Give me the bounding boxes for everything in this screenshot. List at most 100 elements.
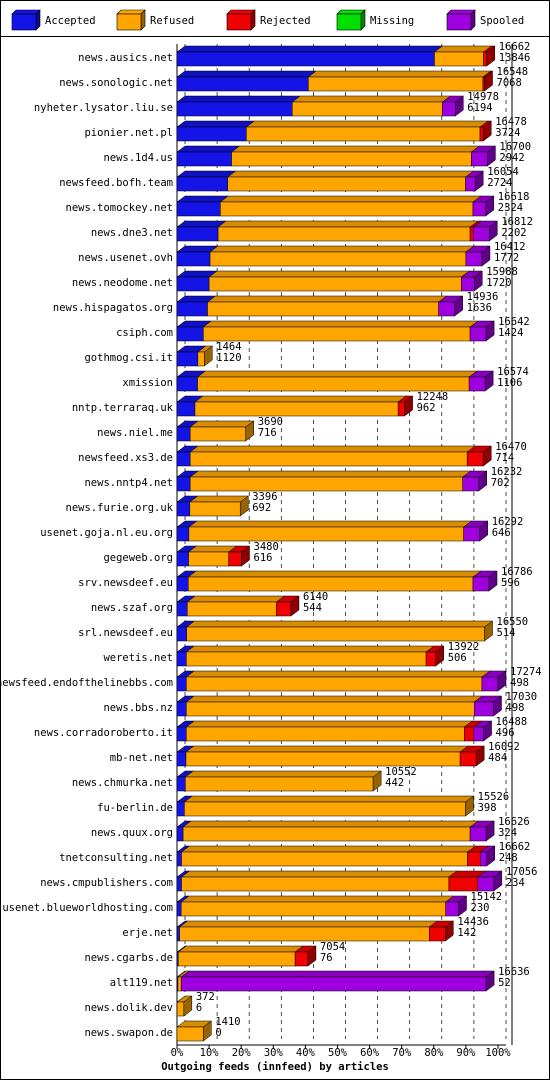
bar-side [465, 795, 474, 817]
offered-label: 16812 [501, 216, 533, 228]
bar-side [307, 945, 317, 967]
bar-top [307, 70, 492, 78]
x-tick-label: 10% [200, 1047, 220, 1059]
bar-top [185, 645, 435, 653]
bar-top [178, 920, 439, 928]
bar-side [478, 470, 487, 492]
bar-segment [176, 726, 187, 742]
offered-label: 16550 [497, 616, 529, 628]
bar-top [194, 395, 407, 403]
accepted-label: 442 [385, 777, 404, 789]
bar-top [189, 495, 249, 503]
bar-segment [465, 251, 483, 267]
y-tick-label: alt119.net [110, 977, 173, 989]
bar-top [176, 170, 237, 178]
y-tick-label: newsfeed.endofthelinebbs.com [0, 677, 173, 689]
accepted-label: 7068 [497, 77, 522, 89]
bar-side [483, 720, 492, 742]
bar-segment [459, 751, 477, 767]
bar-segment [189, 426, 246, 442]
accepted-label: 646 [492, 527, 511, 539]
bar-segment [208, 276, 462, 292]
bar-side [245, 420, 254, 442]
bar-segment [429, 926, 446, 942]
bar-segment [276, 601, 292, 617]
bar-top [226, 170, 475, 178]
bar-segment [176, 601, 188, 617]
bar-segment [180, 901, 446, 917]
bar-segment [184, 801, 466, 817]
y-tick-label: news.szaf.org [91, 602, 173, 614]
bar-side [239, 495, 249, 517]
offered-label: 16488 [496, 716, 528, 728]
accepted-label: 702 [491, 477, 510, 489]
bar-segment [186, 626, 485, 642]
offered-label: 16470 [495, 441, 527, 453]
bar-top [180, 895, 455, 903]
bar-segment [294, 951, 309, 967]
bar-segment [209, 251, 467, 267]
legend-swatch [336, 13, 362, 31]
y-tick-label: fu-berlin.de [97, 802, 173, 814]
y-tick-label: news.neodome.net [72, 277, 173, 289]
bar-top [196, 370, 478, 378]
x-tick-label: 100% [485, 1047, 511, 1059]
legend-label: Rejected [260, 15, 311, 27]
y-tick-label: news.swapon.de [84, 1027, 173, 1039]
bar-side [435, 645, 444, 667]
bar-top [176, 145, 241, 153]
offered-label: 16054 [487, 166, 519, 178]
bar-side [290, 595, 300, 617]
accepted-label: 1106 [497, 377, 522, 389]
bar-segment [186, 701, 475, 717]
bar-top [177, 945, 304, 953]
bar-top [180, 845, 477, 853]
bar-side [454, 295, 463, 317]
bar-side [475, 745, 485, 767]
bar-segment [176, 751, 187, 767]
x-tick-label: 40% [296, 1047, 316, 1059]
bar-segment [188, 551, 229, 567]
bar-side [474, 170, 484, 192]
legend-swatch [226, 13, 252, 31]
legend-swatch-side [360, 9, 366, 31]
bar-segment [186, 651, 427, 667]
offered-label: 16636 [498, 966, 530, 978]
bar-top [185, 620, 494, 628]
bar-segment [477, 876, 495, 892]
x-tick-label: 70% [392, 1047, 412, 1059]
legend-swatch-top [116, 9, 146, 15]
bar-segment [176, 526, 190, 542]
accepted-label: 616 [254, 552, 273, 564]
bar-segment [176, 651, 187, 667]
legend-swatch-top [226, 9, 256, 15]
bar-side [204, 345, 213, 367]
bar-segment [469, 826, 487, 842]
bar-segment [438, 301, 455, 317]
y-tick-label: usenet.goja.nl.eu.org [40, 527, 173, 539]
bar-segment [176, 326, 204, 342]
bar-segment [473, 726, 484, 742]
offered-label: 1410 [215, 1016, 240, 1028]
y-tick-label: news.quux.org [91, 827, 173, 839]
y-tick-label: news.chmurka.net [72, 777, 173, 789]
accepted-label: 506 [448, 652, 467, 664]
y-tick-label: news.cmpublishers.com [40, 877, 173, 889]
bar-segment [176, 176, 228, 192]
bar-segment [481, 676, 499, 692]
accepted-label: 6194 [467, 102, 492, 114]
bar-segment [186, 676, 483, 692]
bar-segment [176, 276, 210, 292]
y-tick-label: news.hispagatos.org [53, 302, 173, 314]
bar-segment [468, 376, 486, 392]
offered-label: 13922 [448, 641, 480, 653]
y-tick-label: news.sonologic.net [59, 77, 173, 89]
bar-side [488, 570, 498, 592]
accepted-label: 1720 [486, 277, 511, 289]
bar-segment [176, 376, 198, 392]
bar-top [185, 720, 474, 728]
bar-side [485, 970, 495, 992]
bar-segment [308, 76, 484, 92]
legend-swatch-top [11, 9, 41, 15]
y-tick-label: gegeweb.org [103, 552, 173, 564]
